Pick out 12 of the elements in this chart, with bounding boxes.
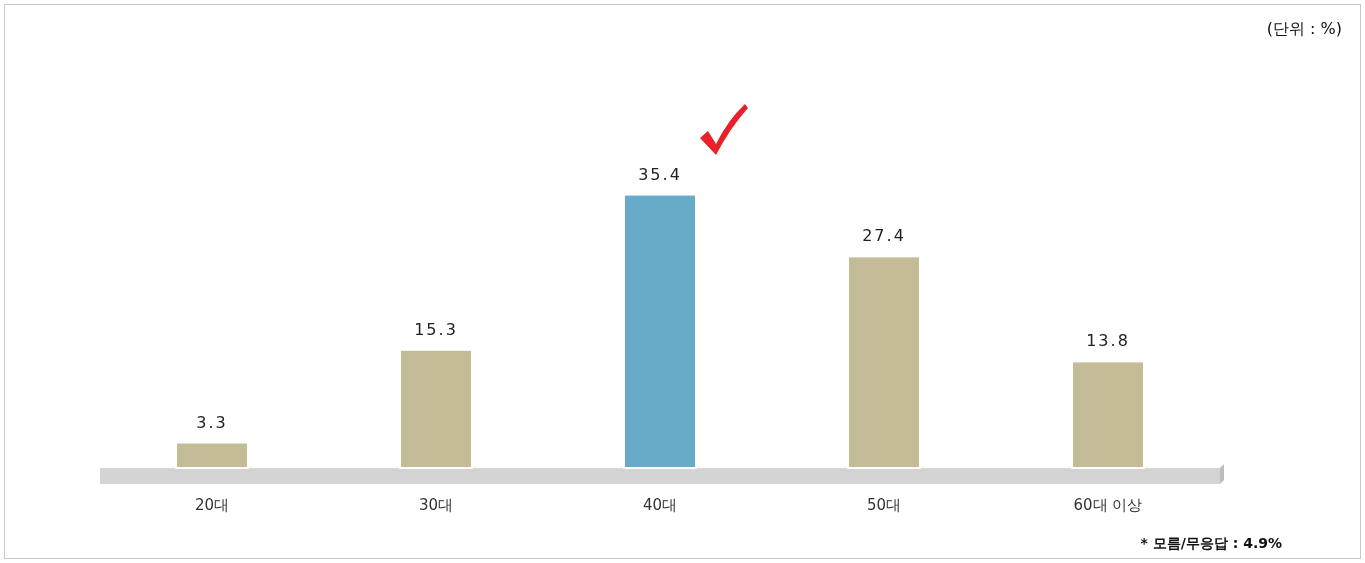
data-label: 27.4 <box>862 226 906 246</box>
data-label: 35.4 <box>638 164 682 184</box>
data-label: 3.3 <box>196 412 228 432</box>
data-label: 13.8 <box>1086 331 1130 351</box>
x-tick-label: 30대 <box>418 496 454 514</box>
x-tick-label: 40대 <box>642 496 678 514</box>
x-tick-label: 50대 <box>866 496 902 514</box>
x-tick-label: 20대 <box>194 496 230 514</box>
text: (단위 : %) <box>1266 19 1342 38</box>
x-tick-label: 60대 이상 <box>1073 496 1143 514</box>
data-label: 15.3 <box>414 319 458 339</box>
text: * 모름/무응답 : 4.9% <box>1140 535 1282 551</box>
